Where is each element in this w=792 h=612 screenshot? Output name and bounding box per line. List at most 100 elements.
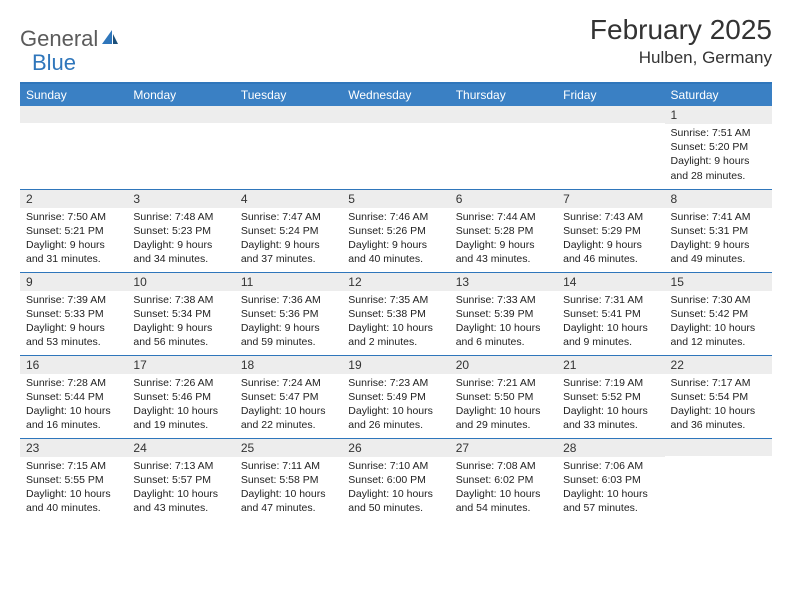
sunset-text: Sunset: 5:28 PM — [456, 224, 551, 238]
sunrise-text: Sunrise: 7:19 AM — [563, 376, 658, 390]
day-number: 21 — [557, 356, 664, 374]
daylight-text: Daylight: 10 hours and 2 minutes. — [348, 321, 443, 349]
calendar-day-cell — [20, 106, 127, 189]
day-number: 16 — [20, 356, 127, 374]
day-number: 8 — [665, 190, 772, 208]
sunrise-text: Sunrise: 7:43 AM — [563, 210, 658, 224]
day-number: 28 — [557, 439, 664, 457]
day-details: Sunrise: 7:08 AMSunset: 6:02 PMDaylight:… — [450, 457, 557, 520]
daylight-text: Daylight: 10 hours and 29 minutes. — [456, 404, 551, 432]
calendar-day-cell: 28Sunrise: 7:06 AMSunset: 6:03 PMDayligh… — [557, 438, 664, 521]
sunset-text: Sunset: 5:20 PM — [671, 140, 766, 154]
day-number: 9 — [20, 273, 127, 291]
weekday-header: Saturday — [665, 84, 772, 106]
sunrise-text: Sunrise: 7:50 AM — [26, 210, 121, 224]
sunset-text: Sunset: 5:23 PM — [133, 224, 228, 238]
daylight-text: Daylight: 10 hours and 43 minutes. — [133, 487, 228, 515]
calendar-day-cell — [557, 106, 664, 189]
sunset-text: Sunset: 6:02 PM — [456, 473, 551, 487]
sunset-text: Sunset: 5:26 PM — [348, 224, 443, 238]
day-details: Sunrise: 7:26 AMSunset: 5:46 PMDaylight:… — [127, 374, 234, 437]
title-block: February 2025 Hulben, Germany — [590, 14, 772, 68]
calendar-day-cell: 19Sunrise: 7:23 AMSunset: 5:49 PMDayligh… — [342, 355, 449, 438]
daylight-text: Daylight: 10 hours and 19 minutes. — [133, 404, 228, 432]
daylight-text: Daylight: 10 hours and 57 minutes. — [563, 487, 658, 515]
daylight-text: Daylight: 10 hours and 6 minutes. — [456, 321, 551, 349]
calendar-week-row: 9Sunrise: 7:39 AMSunset: 5:33 PMDaylight… — [20, 272, 772, 355]
sunset-text: Sunset: 5:36 PM — [241, 307, 336, 321]
calendar-day-cell: 15Sunrise: 7:30 AMSunset: 5:42 PMDayligh… — [665, 272, 772, 355]
day-details: Sunrise: 7:44 AMSunset: 5:28 PMDaylight:… — [450, 208, 557, 271]
daylight-text: Daylight: 10 hours and 26 minutes. — [348, 404, 443, 432]
weekday-header: Monday — [127, 84, 234, 106]
weekday-header: Wednesday — [342, 84, 449, 106]
day-number: 27 — [450, 439, 557, 457]
sunrise-text: Sunrise: 7:46 AM — [348, 210, 443, 224]
brand-part2: Blue — [20, 50, 76, 76]
day-number: 26 — [342, 439, 449, 457]
day-details: Sunrise: 7:13 AMSunset: 5:57 PMDaylight:… — [127, 457, 234, 520]
day-details: Sunrise: 7:48 AMSunset: 5:23 PMDaylight:… — [127, 208, 234, 271]
calendar-day-cell: 6Sunrise: 7:44 AMSunset: 5:28 PMDaylight… — [450, 189, 557, 272]
day-number: 25 — [235, 439, 342, 457]
calendar-day-cell — [342, 106, 449, 189]
day-number: 19 — [342, 356, 449, 374]
daylight-text: Daylight: 10 hours and 22 minutes. — [241, 404, 336, 432]
day-number: 7 — [557, 190, 664, 208]
daylight-text: Daylight: 9 hours and 34 minutes. — [133, 238, 228, 266]
sunset-text: Sunset: 5:29 PM — [563, 224, 658, 238]
day-number: 13 — [450, 273, 557, 291]
calendar-day-cell: 5Sunrise: 7:46 AMSunset: 5:26 PMDaylight… — [342, 189, 449, 272]
month-title: February 2025 — [590, 14, 772, 46]
calendar-day-cell: 14Sunrise: 7:31 AMSunset: 5:41 PMDayligh… — [557, 272, 664, 355]
day-number: 12 — [342, 273, 449, 291]
calendar-day-cell: 10Sunrise: 7:38 AMSunset: 5:34 PMDayligh… — [127, 272, 234, 355]
sunset-text: Sunset: 5:47 PM — [241, 390, 336, 404]
sunrise-text: Sunrise: 7:38 AM — [133, 293, 228, 307]
day-number: 10 — [127, 273, 234, 291]
daylight-text: Daylight: 10 hours and 47 minutes. — [241, 487, 336, 515]
calendar-body: 1Sunrise: 7:51 AMSunset: 5:20 PMDaylight… — [20, 106, 772, 521]
sunrise-text: Sunrise: 7:11 AM — [241, 459, 336, 473]
sunset-text: Sunset: 5:50 PM — [456, 390, 551, 404]
day-number: 2 — [20, 190, 127, 208]
day-number: 3 — [127, 190, 234, 208]
sunrise-text: Sunrise: 7:36 AM — [241, 293, 336, 307]
sunrise-text: Sunrise: 7:41 AM — [671, 210, 766, 224]
day-details: Sunrise: 7:15 AMSunset: 5:55 PMDaylight:… — [20, 457, 127, 520]
sunset-text: Sunset: 5:46 PM — [133, 390, 228, 404]
sunrise-text: Sunrise: 7:47 AM — [241, 210, 336, 224]
sunset-text: Sunset: 5:42 PM — [671, 307, 766, 321]
weekday-header: Thursday — [450, 84, 557, 106]
calendar-day-cell — [665, 438, 772, 521]
day-number: 14 — [557, 273, 664, 291]
daylight-text: Daylight: 9 hours and 59 minutes. — [241, 321, 336, 349]
calendar-day-cell: 11Sunrise: 7:36 AMSunset: 5:36 PMDayligh… — [235, 272, 342, 355]
day-number — [235, 106, 342, 123]
daylight-text: Daylight: 10 hours and 40 minutes. — [26, 487, 121, 515]
sunset-text: Sunset: 5:34 PM — [133, 307, 228, 321]
calendar-day-cell: 12Sunrise: 7:35 AMSunset: 5:38 PMDayligh… — [342, 272, 449, 355]
sunset-text: Sunset: 5:52 PM — [563, 390, 658, 404]
day-details: Sunrise: 7:35 AMSunset: 5:38 PMDaylight:… — [342, 291, 449, 354]
sunset-text: Sunset: 5:57 PM — [133, 473, 228, 487]
day-details: Sunrise: 7:36 AMSunset: 5:36 PMDaylight:… — [235, 291, 342, 354]
day-number — [20, 106, 127, 123]
calendar-day-cell — [127, 106, 234, 189]
day-details: Sunrise: 7:11 AMSunset: 5:58 PMDaylight:… — [235, 457, 342, 520]
daylight-text: Daylight: 10 hours and 33 minutes. — [563, 404, 658, 432]
sunrise-text: Sunrise: 7:15 AM — [26, 459, 121, 473]
daylight-text: Daylight: 9 hours and 53 minutes. — [26, 321, 121, 349]
day-number: 24 — [127, 439, 234, 457]
day-details: Sunrise: 7:47 AMSunset: 5:24 PMDaylight:… — [235, 208, 342, 271]
day-details: Sunrise: 7:50 AMSunset: 5:21 PMDaylight:… — [20, 208, 127, 271]
day-number: 6 — [450, 190, 557, 208]
sunset-text: Sunset: 5:58 PM — [241, 473, 336, 487]
sunrise-text: Sunrise: 7:08 AM — [456, 459, 551, 473]
sunrise-text: Sunrise: 7:28 AM — [26, 376, 121, 390]
location-label: Hulben, Germany — [590, 48, 772, 68]
brand-logo: General — [20, 14, 122, 52]
calendar-day-cell: 20Sunrise: 7:21 AMSunset: 5:50 PMDayligh… — [450, 355, 557, 438]
sunset-text: Sunset: 5:38 PM — [348, 307, 443, 321]
sunrise-text: Sunrise: 7:21 AM — [456, 376, 551, 390]
